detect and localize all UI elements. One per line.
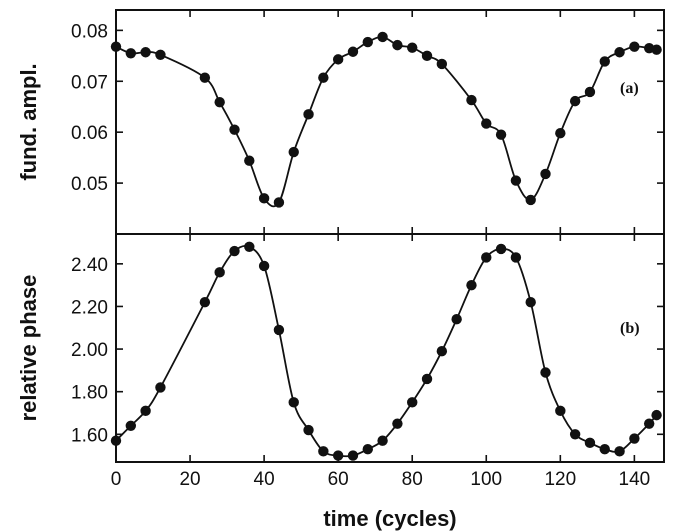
data-point [495, 243, 507, 255]
x-tick-label: 20 [179, 469, 200, 490]
data-point [140, 405, 151, 417]
data-point [651, 44, 662, 55]
data-point [421, 373, 433, 385]
plot-frame [115, 233, 665, 463]
data-point [244, 241, 255, 252]
data-point [110, 41, 122, 52]
data-point [377, 31, 388, 43]
y-tick-label: 0.05 [71, 174, 108, 195]
data-point [318, 72, 329, 83]
data-point [199, 296, 211, 308]
data-point [273, 197, 285, 208]
data-point [407, 42, 418, 53]
data-point [510, 175, 522, 186]
data-point [584, 86, 596, 98]
y-tick-label: 1.60 [71, 425, 108, 446]
y-tick-label: 2.20 [71, 297, 108, 318]
series-line [115, 36, 657, 208]
x-tick-label: 80 [402, 469, 423, 490]
data-point [303, 424, 314, 436]
plot-frame [115, 9, 665, 235]
data-point [347, 450, 359, 461]
data-point [569, 95, 581, 107]
x-tick-label: 40 [254, 469, 275, 490]
y-tick-label: 0.07 [71, 72, 108, 93]
x-tick-label: 100 [470, 469, 502, 490]
data-point [199, 72, 211, 83]
data-point [629, 41, 640, 52]
y-tick-label: 0.06 [71, 123, 108, 144]
panel-b: 1.60 1.80 2.00 2.20 2.40 0 20 40 60 80 100 120 140 re… [16, 233, 665, 531]
data-point [481, 252, 492, 263]
data-point [229, 245, 240, 257]
panel-label: (b) [620, 320, 640, 337]
data-point [258, 193, 270, 204]
data-point [288, 146, 299, 158]
data-point [392, 39, 403, 51]
data-point [303, 109, 314, 120]
data-point [555, 128, 566, 139]
y-tick-label: 1.80 [71, 383, 108, 404]
data-point [540, 367, 551, 378]
data-point [332, 54, 344, 65]
data-point [525, 296, 536, 308]
data-point [362, 444, 373, 455]
data-point [436, 346, 448, 357]
panel-a: 0.05 0.06 0.07 0.08 fund. ampl. (a) [16, 9, 665, 235]
y-axis-title: relative phase [16, 275, 41, 422]
data-point [347, 46, 359, 57]
data-point [451, 314, 462, 325]
data-point [599, 444, 610, 455]
data-point [229, 124, 240, 135]
data-point [614, 446, 625, 457]
panel-label: (a) [620, 80, 639, 97]
data-point [421, 50, 433, 62]
data-point [555, 405, 566, 417]
x-tick-label: 0 [111, 469, 122, 490]
data-point [614, 47, 625, 58]
data-point [110, 435, 122, 446]
data-point [392, 418, 403, 429]
data-point [155, 382, 166, 393]
data-point [651, 409, 662, 421]
data-point [362, 36, 373, 48]
data-point [214, 96, 225, 108]
y-tick-label: 2.00 [71, 340, 108, 361]
data-point [125, 420, 137, 431]
x-tick-label: 60 [328, 469, 349, 490]
data-point [273, 324, 285, 336]
data-point [510, 252, 522, 263]
x-tick-label: 120 [544, 469, 576, 490]
data-point [140, 47, 151, 58]
data-point [332, 450, 344, 461]
data-point [155, 49, 166, 60]
y-axis-title: fund. ampl. [16, 63, 41, 180]
data-point [214, 267, 225, 278]
y-tick-label: 0.08 [71, 21, 108, 42]
data-point [629, 433, 640, 444]
data-point [599, 56, 610, 67]
data-point [318, 446, 329, 457]
data-point [258, 260, 270, 272]
data-point [569, 429, 581, 440]
data-point [643, 418, 655, 429]
data-point [525, 194, 536, 206]
data-point [436, 58, 448, 70]
data-point [125, 48, 137, 59]
data-point [288, 397, 299, 408]
data-point [540, 168, 551, 180]
data-point [481, 118, 492, 129]
x-tick-label: 140 [619, 469, 651, 490]
data-point [584, 437, 596, 449]
data-point [466, 94, 477, 106]
data-point [244, 155, 255, 166]
data-point [466, 279, 477, 291]
data-point [377, 435, 388, 446]
data-point [407, 397, 418, 408]
y-tick-label: 2.40 [71, 255, 108, 276]
data-point [495, 129, 507, 140]
x-axis-title: time (cycles) [323, 506, 456, 531]
series-line [115, 244, 658, 458]
